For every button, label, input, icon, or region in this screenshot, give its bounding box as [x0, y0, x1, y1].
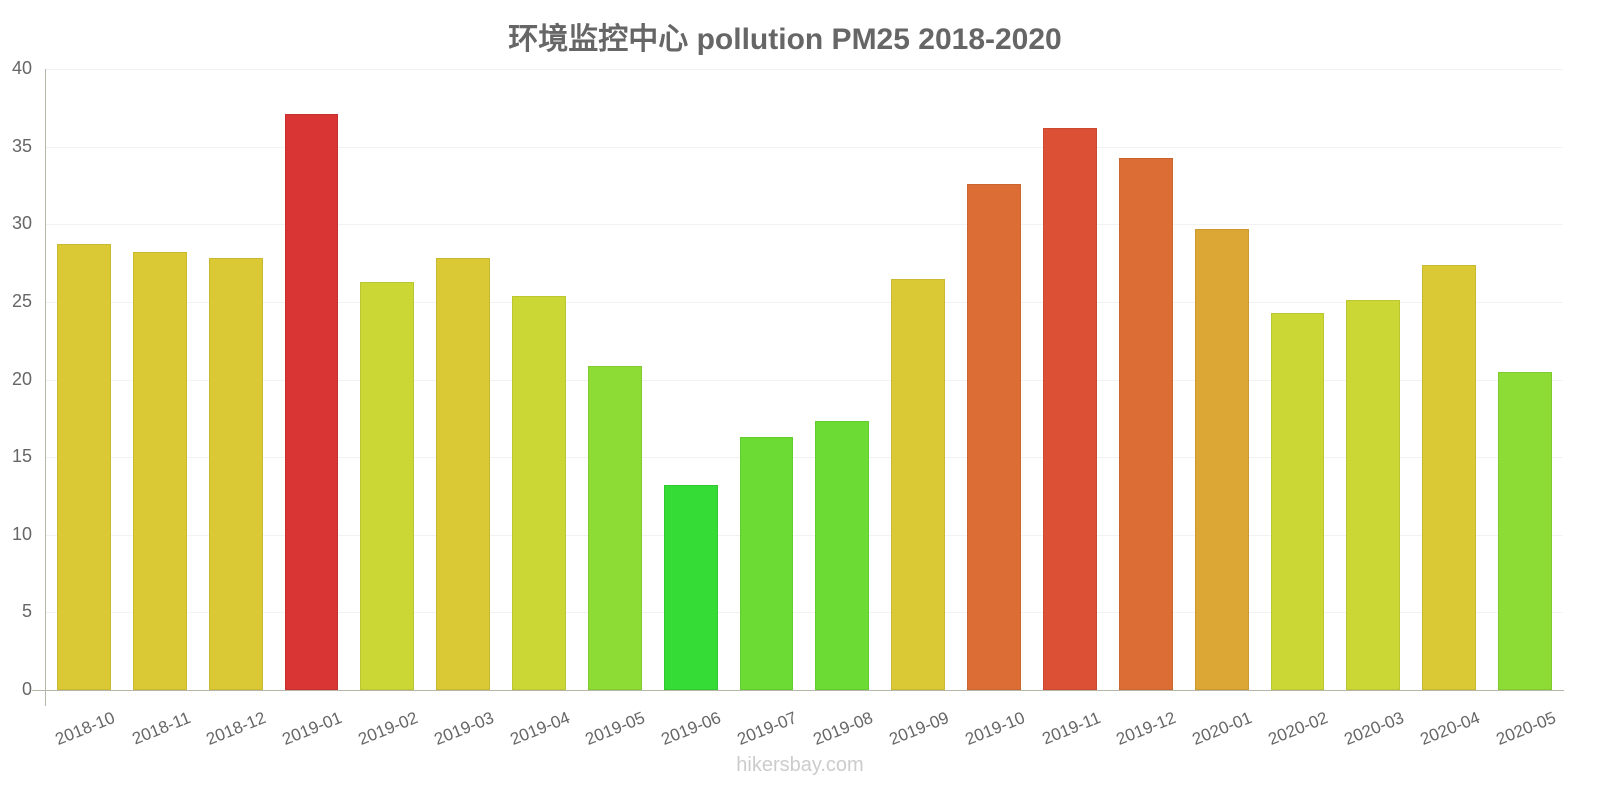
footer-watermark: hikersbay.com: [736, 754, 864, 776]
bar-2019-08[interactable]: [815, 421, 870, 690]
x-tick-label: 2020-05: [1493, 708, 1559, 749]
bar-2019-06[interactable]: [663, 485, 718, 690]
bar-2018-12[interactable]: [208, 258, 263, 690]
x-tick-label: 2019-06: [658, 708, 724, 749]
x-tick-label: 2018-12: [203, 708, 269, 749]
bar-2018-11[interactable]: [132, 252, 187, 690]
x-tick-label: 2019-03: [431, 708, 497, 749]
y-tick-label: 5: [21, 601, 32, 622]
x-tick-label: 2020-03: [1341, 708, 1407, 749]
bar-2019-04[interactable]: [512, 295, 566, 690]
y-axis-line: [45, 69, 46, 706]
gridline: [46, 224, 1563, 226]
bar-2020-05[interactable]: [1498, 371, 1552, 690]
bar-2019-02[interactable]: [360, 281, 415, 690]
gridline: [46, 146, 1563, 148]
bar-2019-05[interactable]: [587, 365, 642, 690]
x-tick-label: 2019-01: [279, 708, 345, 749]
gridline: [46, 534, 1563, 536]
x-tick-label: 2018-10: [52, 708, 118, 749]
bar-2019-03[interactable]: [436, 258, 491, 690]
y-tick-label: 20: [11, 368, 32, 389]
x-tick-label: 2019-07: [734, 708, 800, 749]
gridline: [46, 612, 1563, 614]
chart-title: 环境监控中心 pollution PM25 2018-2020: [508, 23, 1062, 56]
bar-2019-11[interactable]: [1043, 128, 1097, 690]
x-tick-label: 2018-11: [129, 708, 193, 749]
bar-2019-12[interactable]: [1118, 157, 1173, 690]
y-tick-label: 10: [11, 523, 32, 544]
x-tick-label: 2019-11: [1039, 708, 1104, 749]
bar-2020-03[interactable]: [1346, 300, 1401, 690]
x-tick-label: 2019-02: [355, 708, 421, 749]
gridline: [46, 379, 1563, 381]
plot-area: [46, 69, 1563, 690]
x-tick-label: 2019-04: [507, 708, 573, 749]
bar-2018-10[interactable]: [56, 244, 111, 690]
gridline: [46, 457, 1563, 459]
y-tick-label: 15: [11, 446, 32, 467]
x-tick-label: 2019-05: [583, 708, 648, 749]
x-tick-label: 2019-12: [1113, 708, 1179, 749]
x-tick-label: 2019-08: [810, 708, 876, 749]
x-axis-line: [32, 690, 1564, 691]
bar-2020-04[interactable]: [1422, 264, 1477, 690]
y-tick-label: 0: [21, 679, 32, 699]
x-tick-label: 2019-10: [962, 708, 1028, 749]
gridline: [46, 69, 1563, 70]
bar-2020-02[interactable]: [1270, 312, 1325, 690]
bar-2019-01[interactable]: [284, 114, 339, 690]
y-tick-label: 40: [11, 58, 32, 78]
bar-2019-09[interactable]: [891, 278, 946, 690]
y-tick-label: 30: [11, 213, 32, 234]
x-tick-label: 2020-04: [1417, 708, 1483, 749]
x-tick-label: 2019-09: [886, 708, 952, 749]
bar-2019-07[interactable]: [739, 436, 794, 690]
y-tick-label: 35: [11, 135, 32, 156]
y-tick-label: 25: [11, 290, 32, 311]
x-tick-label: 2020-02: [1265, 708, 1331, 749]
gridline: [46, 301, 1563, 303]
bar-2019-10[interactable]: [967, 183, 1022, 690]
bar-2020-01[interactable]: [1194, 228, 1249, 690]
x-tick-label: 2020-01: [1189, 708, 1255, 749]
